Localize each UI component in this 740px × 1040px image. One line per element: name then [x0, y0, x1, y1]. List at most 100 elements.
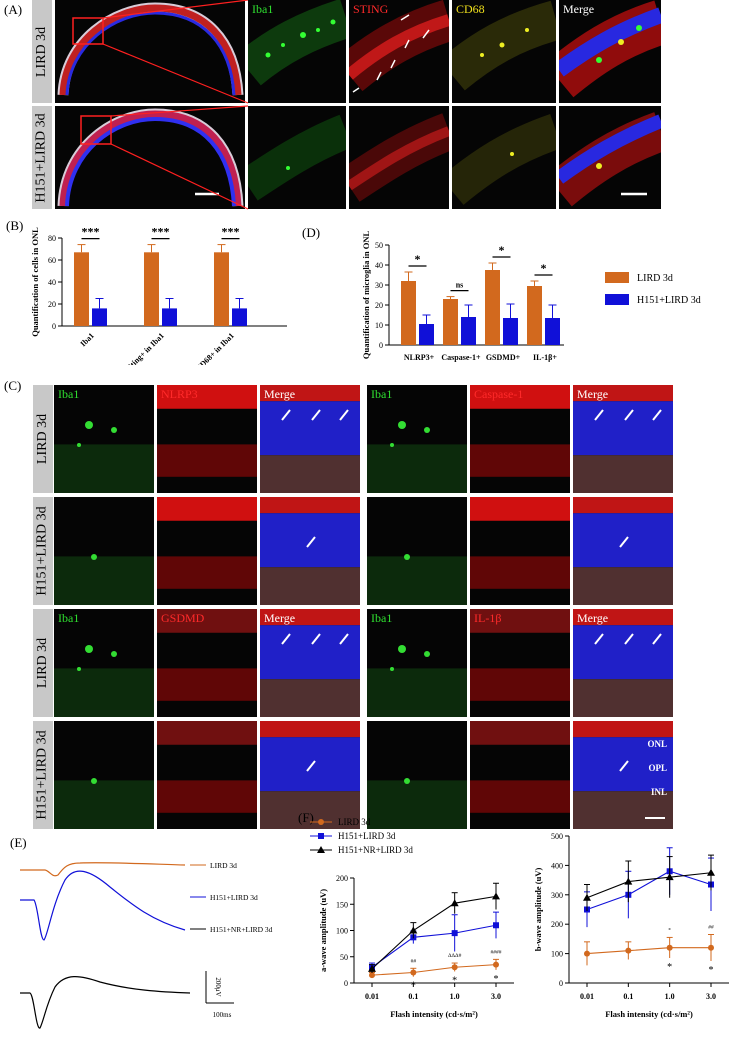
- y-axis-label: Quantification of cells in ONL: [30, 227, 40, 337]
- x-tick-label: 3.0: [491, 992, 501, 1001]
- channel-label: Merge: [577, 387, 609, 401]
- tile-c-r1-c2: [260, 497, 360, 605]
- panel-label-c: (C): [4, 378, 22, 393]
- y-tick-label: 20: [375, 301, 383, 310]
- annotation-bottom: *: [667, 962, 672, 973]
- channel-label: NLRP3: [161, 387, 198, 401]
- bar: [461, 317, 476, 345]
- chart-e-erg-traces: LIRD 3d H151+LIRD 3d H151+NR+LIRD 3d 200μV 1…: [20, 861, 273, 1029]
- y-tick-label: 300: [551, 891, 563, 900]
- tile-c-r3-c3: [367, 721, 467, 829]
- retina-overview-h151: [55, 106, 245, 209]
- legend-label: H151+NR+LIRD 3d: [338, 845, 413, 855]
- series-line: [586, 872, 712, 899]
- significance-mark: *: [415, 252, 421, 266]
- data-point: [409, 926, 418, 934]
- label-merge: Merge: [563, 2, 595, 16]
- scale-voltage: 200μV: [214, 977, 222, 996]
- data-point: [451, 930, 458, 937]
- significance-mark: ***: [152, 225, 170, 239]
- channel-label: IL-1β: [474, 611, 502, 625]
- y-tick-label: 200: [336, 874, 348, 883]
- data-point: [583, 893, 591, 901]
- data-point: [707, 868, 715, 876]
- tile-c-r2-c5: Merge: [573, 609, 673, 717]
- y-tick-label: 50: [375, 241, 383, 250]
- x-axis-label: Flash intensity (cd·s/m²): [390, 1009, 478, 1019]
- legend-swatch: [605, 272, 629, 283]
- significance-mark: ns: [456, 281, 464, 290]
- data-point: [451, 964, 458, 971]
- x-tick-label: Iba1: [79, 331, 96, 348]
- tile-c-r1-c5: [573, 497, 673, 605]
- channel-label: Caspase-1: [474, 387, 524, 401]
- y-tick-label: 400: [551, 861, 563, 870]
- data-point: [624, 877, 633, 885]
- significance-mark: *: [499, 243, 505, 257]
- row-label-c-2: LIRD 3d: [33, 609, 53, 717]
- data-point: [493, 922, 499, 929]
- y-tick-label: 500: [551, 832, 563, 841]
- tile-c-r1-c1: [157, 497, 257, 605]
- annotation-top: *: [668, 927, 671, 933]
- bar: [443, 299, 458, 345]
- tile-c-r1-c3: [367, 497, 467, 605]
- annotation-bottom: *: [411, 981, 416, 992]
- series-line: [586, 947, 711, 955]
- x-tick-label: GSDMD+: [486, 353, 521, 362]
- bar: [92, 308, 107, 326]
- x-tick-label: IL-1β+: [533, 353, 557, 362]
- row-label-c-0: LIRD 3d: [33, 385, 53, 493]
- tile-c-r1-c0: [54, 497, 154, 605]
- channel-label: Iba1: [58, 387, 80, 401]
- legend-label: LIRD 3d: [338, 817, 371, 827]
- y-tick-label: 100: [551, 950, 563, 959]
- y-tick-label: 200: [551, 920, 563, 929]
- tile-c-r2-c1: GSDMD: [157, 609, 257, 717]
- x-tick-label: 3.0: [706, 992, 716, 1001]
- legend-label: H151+LIRD 3d: [637, 295, 701, 306]
- tile-c-r3-c1: [157, 721, 257, 829]
- tile-a-h151-iba1: [248, 106, 346, 209]
- tile-c-r0-c5: Merge: [573, 385, 673, 493]
- x-tick-label: 0.1: [623, 992, 633, 1001]
- x-tick-label: NLRP3+: [404, 353, 435, 362]
- tile-c-r0-c2: Merge: [260, 385, 360, 493]
- y-axis-label: Quantification of microglia in ONL: [361, 231, 371, 360]
- legend-marker: [318, 819, 324, 825]
- annotation-bottom: *: [452, 975, 457, 986]
- legend-marker: [317, 846, 325, 853]
- channel-label: Merge: [264, 611, 296, 625]
- x-tick-label: Caspase-1+: [441, 353, 481, 362]
- legend-swatch: [605, 294, 629, 305]
- significance-mark: ***: [82, 225, 100, 239]
- panel-label-f: (F): [298, 810, 314, 825]
- channel-label: Iba1: [371, 611, 393, 625]
- significance-mark: ***: [222, 225, 240, 239]
- series-line: [371, 964, 497, 976]
- scale-bar: [645, 817, 665, 819]
- chart-f-b-wave: 0 100 200 300 400 500 0.01 0.1 1.0 3.0 Flash inten…: [533, 832, 729, 1019]
- bar: [232, 308, 247, 326]
- y-tick-label: 100: [336, 927, 348, 936]
- label-cd68: CD68: [456, 2, 485, 16]
- bar: [214, 252, 229, 326]
- tile-c-r0-c1: NLRP3: [157, 385, 257, 493]
- panel-label-d: (D): [302, 225, 321, 240]
- tile-c-r0-c3: Iba1: [367, 385, 467, 493]
- channel-label: GSDMD: [161, 611, 205, 625]
- tile-c-r2-c2: Merge: [260, 609, 360, 717]
- y-tick-label: 30: [375, 281, 383, 290]
- y-tick-label: 20: [48, 300, 56, 309]
- bar: [527, 286, 542, 345]
- y-axis-label: b-wave amplitude (uV): [533, 868, 543, 952]
- tile-c-r1-c4: [470, 497, 570, 605]
- annotation-top: ##: [708, 924, 714, 930]
- data-point: [450, 899, 459, 907]
- tile-c-r3-c5: ONL OPL INL: [573, 721, 673, 829]
- y-axis-label: a-wave amplitude (uV): [318, 889, 328, 972]
- trace-h151: [20, 870, 186, 941]
- x-axis-label: Flash intensity (cd·s/m²): [605, 1009, 693, 1019]
- bar: [419, 324, 434, 345]
- x-tick-label: 0.01: [365, 992, 379, 1001]
